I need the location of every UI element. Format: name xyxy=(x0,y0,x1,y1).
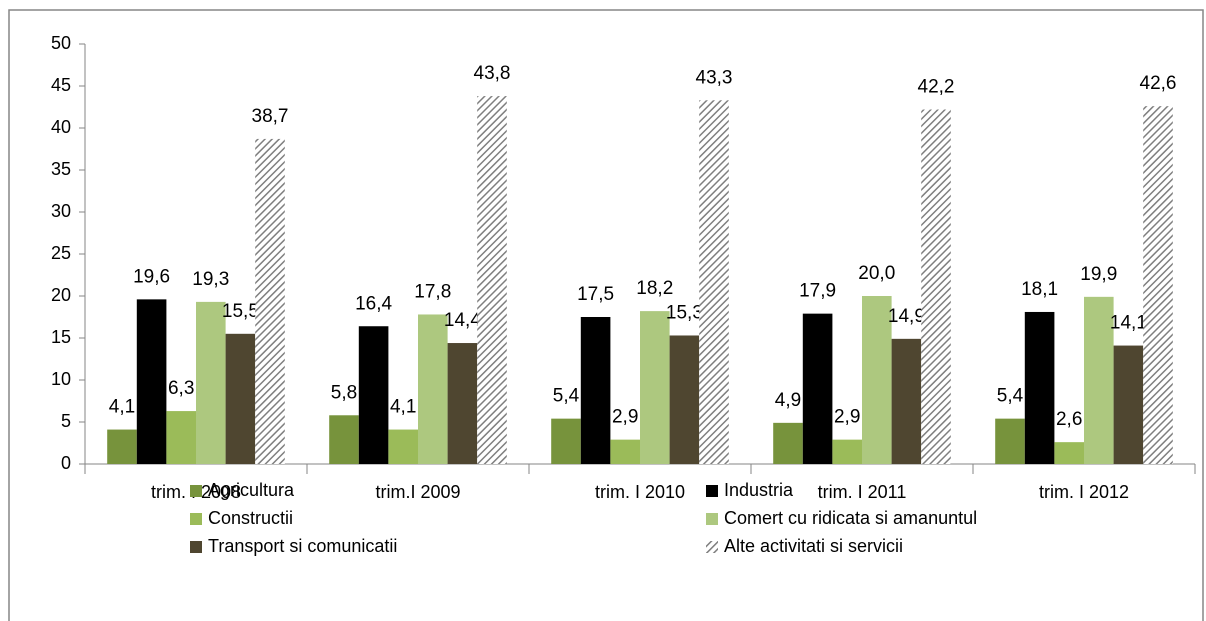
value-label: 38,7 xyxy=(252,106,289,127)
value-label: 18,1 xyxy=(1021,279,1058,300)
legend-label: Alte activitati si servicii xyxy=(724,536,903,556)
bar xyxy=(329,415,359,464)
value-label: 42,6 xyxy=(1140,73,1177,94)
bar xyxy=(891,338,922,464)
bar xyxy=(1143,106,1173,464)
y-tick-label: 25 xyxy=(51,243,71,263)
value-label: 19,6 xyxy=(133,266,170,287)
value-label: 17,5 xyxy=(577,284,614,305)
value-label: 4,1 xyxy=(109,397,135,418)
bar xyxy=(388,429,418,464)
bar xyxy=(832,439,862,464)
y-tick-label: 45 xyxy=(51,75,71,95)
value-label: 14,1 xyxy=(1110,313,1147,334)
legend-label: Transport si comunicatii xyxy=(208,536,397,556)
value-label: 18,2 xyxy=(636,278,673,299)
y-tick-label: 20 xyxy=(51,285,71,305)
bar xyxy=(1084,296,1114,464)
y-tick-label: 35 xyxy=(51,159,71,179)
bar xyxy=(669,335,700,464)
legend-marker xyxy=(190,541,202,553)
bar xyxy=(225,333,256,464)
y-tick-label: 5 xyxy=(61,411,71,431)
bar xyxy=(358,326,389,464)
bar xyxy=(802,313,833,464)
legend-label: Constructii xyxy=(208,508,293,528)
y-tick-label: 10 xyxy=(51,369,71,389)
legend-marker xyxy=(706,485,718,497)
bar xyxy=(610,439,640,464)
value-label: 5,4 xyxy=(997,386,1024,407)
chart-frame xyxy=(8,9,1204,621)
value-label: 17,9 xyxy=(799,281,836,302)
bar xyxy=(862,296,892,464)
y-tick-label: 40 xyxy=(51,117,71,137)
x-tick-label: trim. I 2010 xyxy=(595,482,685,502)
x-tick-label: trim.I 2009 xyxy=(375,482,460,502)
legend-marker xyxy=(706,513,718,525)
x-tick-label: trim. I 2012 xyxy=(1039,482,1129,502)
bar xyxy=(418,314,448,464)
value-label: 15,3 xyxy=(666,302,703,323)
bar xyxy=(477,96,507,464)
y-tick-label: 15 xyxy=(51,327,71,347)
bar xyxy=(1054,442,1084,464)
value-label: 2,6 xyxy=(1056,409,1082,430)
value-label: 6,3 xyxy=(168,378,194,399)
bar xyxy=(921,109,951,465)
value-label: 14,9 xyxy=(888,306,925,327)
value-label: 19,9 xyxy=(1080,264,1117,285)
bar xyxy=(447,343,478,464)
bar xyxy=(255,138,285,465)
bar xyxy=(773,422,803,464)
bar xyxy=(640,311,670,464)
bar xyxy=(551,418,581,464)
bar xyxy=(107,429,137,464)
value-label: 4,9 xyxy=(775,390,801,411)
value-label: 2,9 xyxy=(612,407,638,428)
value-label: 42,2 xyxy=(918,77,955,98)
value-label: 43,8 xyxy=(474,63,511,84)
legend-marker xyxy=(190,513,202,525)
bar xyxy=(1113,345,1144,464)
legend-label: Industria xyxy=(724,480,794,500)
value-label: 2,9 xyxy=(834,407,860,428)
bar xyxy=(136,299,167,464)
bar xyxy=(699,100,729,464)
legend-label: Agricultura xyxy=(208,480,295,500)
y-tick-label: 30 xyxy=(51,201,71,221)
y-tick-label: 50 xyxy=(51,33,71,53)
bar xyxy=(580,317,611,464)
legend-label: Comert cu ridicata si amanuntul xyxy=(724,508,977,528)
bar xyxy=(995,418,1025,464)
value-label: 15,5 xyxy=(222,301,259,322)
value-label: 14,4 xyxy=(444,310,481,331)
value-label: 16,4 xyxy=(355,293,392,314)
bar xyxy=(196,301,226,464)
legend-marker xyxy=(190,485,202,497)
value-label: 5,4 xyxy=(553,386,580,407)
bar xyxy=(1024,311,1055,464)
value-label: 43,3 xyxy=(696,67,733,88)
value-label: 19,3 xyxy=(192,269,229,290)
value-label: 4,1 xyxy=(390,397,416,418)
value-label: 17,8 xyxy=(414,281,451,302)
value-label: 5,8 xyxy=(331,382,357,403)
y-tick-label: 0 xyxy=(61,453,71,473)
bar xyxy=(166,411,196,464)
value-label: 20,0 xyxy=(858,263,895,284)
x-tick-label: trim. I 2011 xyxy=(818,482,907,502)
legend-marker xyxy=(706,541,718,553)
